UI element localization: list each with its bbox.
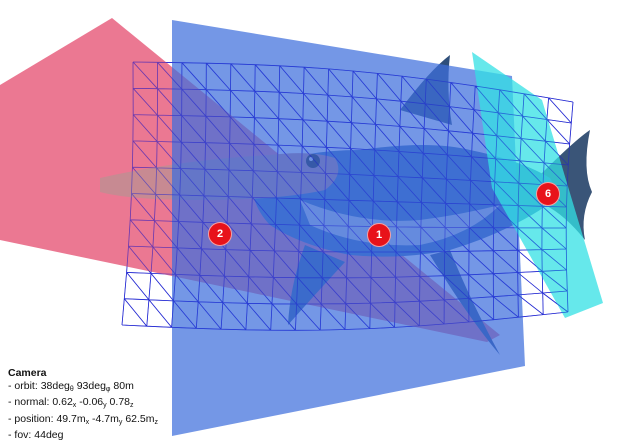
camera-fov: - fov: 44deg [8, 429, 158, 442]
position-z-sub: z [154, 418, 159, 426]
orbit-theta: 38deg [40, 379, 70, 392]
normal-prefix: - normal: [8, 396, 53, 408]
camera-normal: - normal: 0.62x -0.06y 0.78z [8, 396, 158, 413]
position-x-sub: x [85, 418, 90, 426]
normal-z-sub: z [130, 402, 134, 409]
marker-1-label: 1 [375, 229, 383, 241]
position-prefix: - position: [8, 412, 57, 425]
mesh-grid-overlay [121, 61, 574, 331]
camera-position: - position: 49.7mx -4.7my 62.5mz [8, 413, 158, 430]
normal-y: -0.06 [76, 396, 104, 408]
marker-6-label: 6 [544, 188, 552, 200]
marker-2-label: 2 [216, 228, 224, 240]
camera-info-panel: Camera - orbit: 38degθ 93degφ 80m - norm… [8, 367, 158, 442]
marker-6[interactable]: 6 [536, 182, 560, 206]
marker-1[interactable]: 1 [367, 223, 391, 247]
fov-prefix: - fov: [8, 429, 35, 441]
fov-value: 44deg [34, 429, 64, 441]
grid-lines [121, 61, 574, 331]
orbit-phi: 93deg [73, 379, 106, 392]
normal-y-sub: y [103, 402, 107, 409]
normal-x: 0.62 [52, 396, 73, 408]
position-z: 62.5m [122, 412, 155, 425]
position-y: -4.7m [89, 412, 119, 425]
normal-x-sub: x [72, 402, 77, 409]
orbit-dist: 80m [110, 379, 134, 392]
marker-2[interactable]: 2 [208, 222, 232, 246]
camera-title: Camera [8, 367, 47, 379]
position-x: 49.7m [56, 412, 86, 425]
orbit-prefix: - orbit: [8, 379, 41, 392]
camera-orbit: - orbit: 38degθ 93degφ 80m [8, 380, 158, 397]
normal-z: 0.78 [106, 396, 130, 408]
orbit-theta-sub: θ [69, 385, 74, 393]
cyan-plane[interactable] [472, 52, 603, 318]
orbit-phi-sub: φ [105, 385, 111, 393]
position-y-sub: y [118, 418, 123, 426]
